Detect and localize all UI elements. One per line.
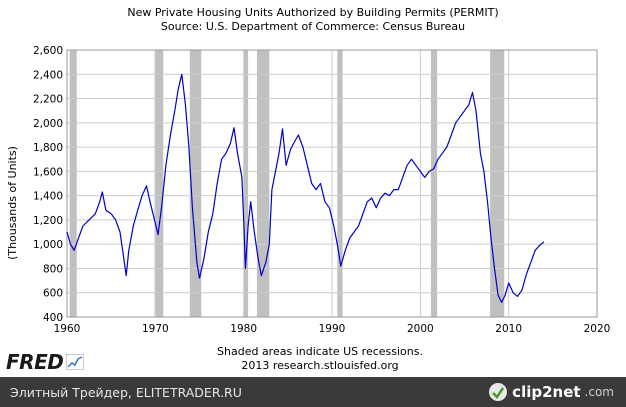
recession-band: [430, 50, 438, 317]
chart-canvas: New Private Housing Units Authorized by …: [6, 6, 610, 372]
x-tick-label: 1960: [54, 323, 81, 335]
chart-subtitle: Source: U.S. Department of Commerce: Cen…: [161, 20, 465, 33]
plot-border: [66, 49, 598, 318]
x-tick-label: 1980: [230, 323, 257, 335]
fred-logo: FRED: [6, 350, 85, 374]
plot-area: 400 600 800 1,000 1,200 1,400 1,600 1,800 2,000 2…: [33, 45, 610, 335]
x-tick-label: 2020: [584, 323, 611, 335]
y-tick-label: 1,400: [33, 191, 63, 203]
recession-band: [69, 50, 77, 317]
clip2net-tld: .com: [584, 385, 614, 399]
y-tick-label: 600: [43, 288, 63, 300]
footer-bar: Элитный Трейдер, ELITETRADER.RU clip2net…: [0, 377, 626, 407]
recession-band: [243, 50, 249, 317]
footer-caption: Элитный Трейдер, ELITETRADER.RU: [10, 385, 242, 400]
recession-band: [189, 50, 202, 317]
fred-chart-icon: [66, 354, 85, 370]
y-tick-label: 2,400: [33, 69, 63, 81]
recession-band: [490, 50, 505, 317]
y-tick-label: 2,000: [33, 118, 63, 130]
recession-band: [154, 50, 164, 317]
fred-logo-text: FRED: [6, 350, 64, 374]
x-tick-label: 2010: [495, 323, 522, 335]
clip2net-brand: clip2net: [512, 383, 581, 401]
x-tick-label: 1970: [142, 323, 169, 335]
series-line-permits: [66, 73, 545, 303]
recession-band: [256, 50, 270, 317]
recession-band: [337, 50, 343, 317]
y-tick-label: 2,200: [33, 94, 63, 106]
clip2net-logo: clip2net .com: [488, 381, 614, 403]
y-tick-label: 2,600: [33, 45, 63, 57]
x-tick-label: 2000: [407, 323, 434, 335]
y-tick-label: 1,600: [33, 166, 63, 178]
x-tick-label: 1990: [319, 323, 346, 335]
y-tick-label: 400: [43, 312, 63, 324]
y-axis-title: (Thousands of Units): [6, 146, 19, 260]
recession-note: Shaded areas indicate US recessions.: [217, 345, 423, 358]
y-tick-label: 800: [43, 263, 63, 275]
y-tick-label: 1,000: [33, 239, 63, 251]
source-url: 2013 research.stlouisfed.org: [241, 359, 398, 372]
y-tick-label: 1,200: [33, 215, 63, 227]
clip2net-icon: [489, 383, 508, 401]
y-tick-label: 1,800: [33, 142, 63, 154]
chart-title: New Private Housing Units Authorized by …: [127, 6, 498, 19]
